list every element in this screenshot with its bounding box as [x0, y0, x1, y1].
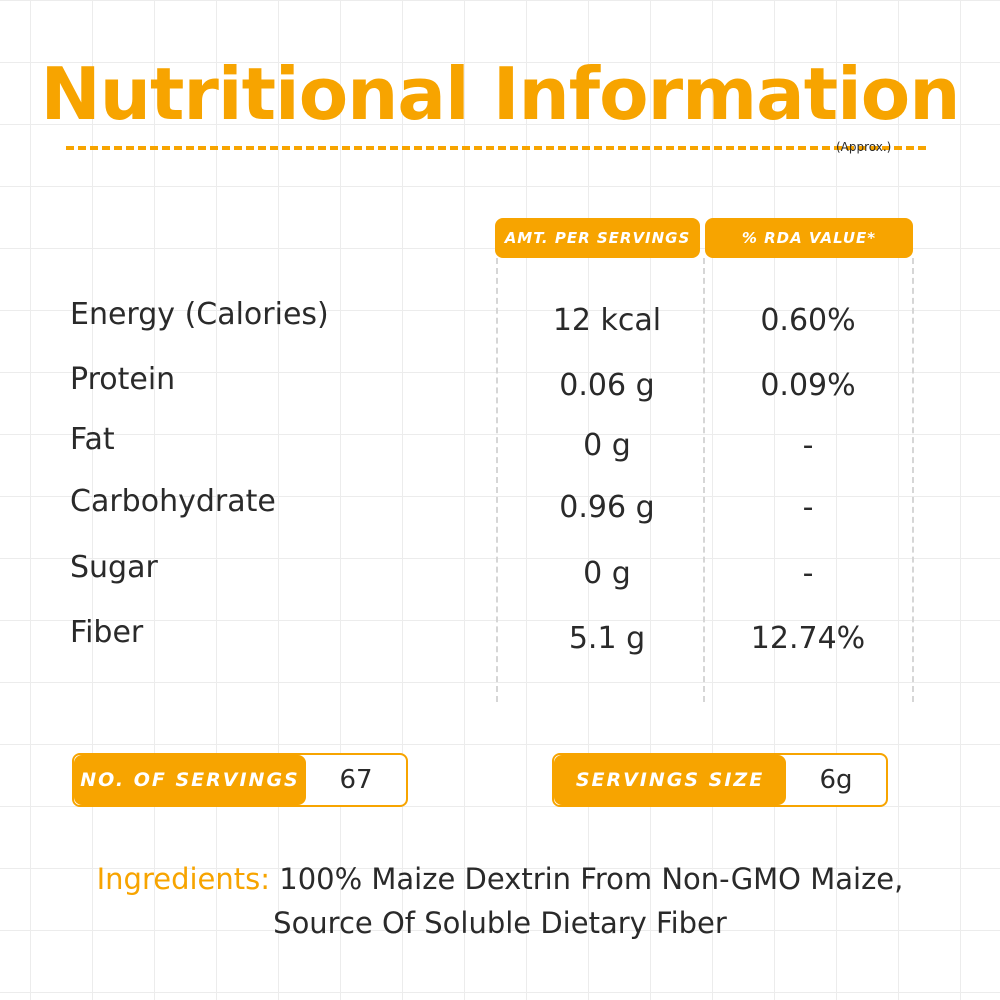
divider [912, 258, 914, 702]
amount: 0.96 g [559, 490, 655, 525]
servings-count: NO. OF SERVINGS 67 [72, 753, 408, 807]
value: 67 [339, 765, 373, 795]
divider [496, 258, 498, 702]
rda: 12.74% [750, 621, 866, 656]
amount: 0.06 g [559, 368, 655, 403]
rda: - [802, 428, 814, 463]
title-underline [66, 146, 926, 150]
serving-size: SERVINGS SIZE 6g [552, 753, 888, 807]
label: SERVINGS SIZE [554, 755, 786, 805]
rda: - [802, 556, 814, 591]
nutrient: Fiber [70, 615, 144, 650]
column-header: AMT. PER SERVINGS [495, 218, 700, 258]
note: (Approx.) [836, 140, 892, 154]
nutrient: Fat [70, 422, 115, 457]
title: Nutritional Information [40, 52, 960, 136]
nutrient: Carbohydrate [70, 484, 276, 519]
nutrient: Sugar [70, 550, 158, 585]
column-header: % RDA VALUE* [705, 218, 913, 258]
amount: 12 kcal [552, 303, 662, 338]
value: 6g [819, 765, 853, 795]
nutrient: Energy (Calories) [70, 297, 329, 332]
rda: 0.09% [760, 368, 856, 403]
amount: 5.1 g [568, 621, 646, 656]
ingredients-text: 100% Maize Dextrin From Non-GMO Maize, [279, 862, 904, 896]
amount: 0 g [583, 428, 631, 463]
ingredients-label: Ingredients: [96, 862, 271, 896]
nutrient: Protein [70, 362, 176, 397]
rda: - [802, 490, 814, 525]
ingredients: Ingredients: 100% Maize Dextrin From Non… [0, 862, 1000, 896]
amount: 0 g [583, 556, 631, 591]
label: NO. OF SERVINGS [74, 755, 306, 805]
ingredients-text: Source Of Soluble Dietary Fiber [273, 906, 727, 940]
rda: 0.60% [760, 303, 856, 338]
divider [703, 258, 705, 702]
